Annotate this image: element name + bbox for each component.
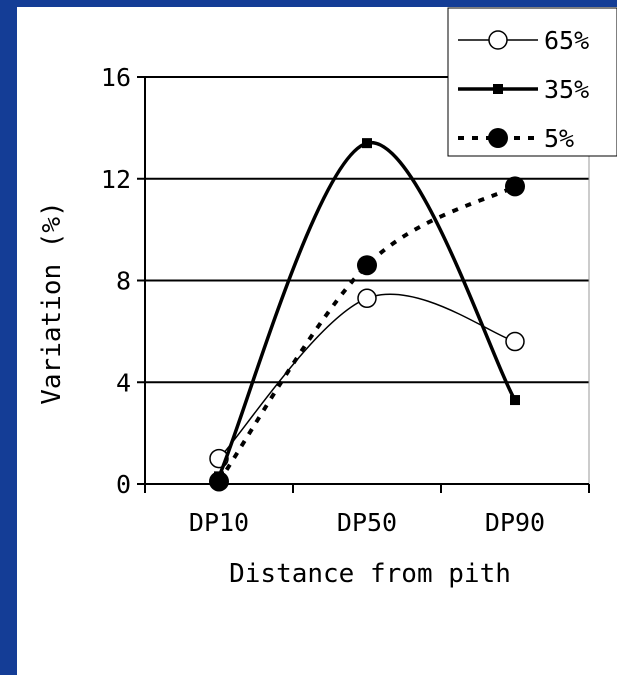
legend-label: 35% <box>544 75 589 104</box>
y-tick-label: 8 <box>116 267 131 296</box>
y-tick-label: 12 <box>101 165 131 194</box>
x-tick-label: DP90 <box>485 508 545 537</box>
legend-label: 5% <box>544 124 574 153</box>
y-axis-label: Variation (%) <box>37 201 67 405</box>
marker-point <box>505 331 525 352</box>
tick-labels: 0 4 8 12 16 DP10 DP50 DP90 <box>101 63 545 537</box>
legend: 65% 35% 5% <box>447 7 617 157</box>
y-tick-label: 0 <box>116 470 131 499</box>
series-line <box>217 184 516 483</box>
marker-point <box>488 30 508 50</box>
series-layer <box>209 138 525 492</box>
frame-top-bar <box>0 0 617 7</box>
series-2 <box>209 176 525 492</box>
series-1 <box>214 138 520 482</box>
series-line <box>218 293 516 460</box>
series-0 <box>209 288 525 469</box>
marker-point <box>357 255 377 276</box>
legend-label: 65% <box>544 26 589 55</box>
legend-entry-2: 5% <box>458 124 574 153</box>
marker-point <box>510 395 520 406</box>
y-tick-label: 4 <box>116 368 131 397</box>
marker-point <box>505 176 525 197</box>
x-tick-label: DP10 <box>189 508 249 537</box>
legend-box <box>447 7 617 157</box>
marker-point <box>357 288 377 309</box>
x-axis-label: Distance from pith <box>229 559 511 589</box>
legend-entry-1: 35% <box>458 75 589 104</box>
marker-point <box>362 138 372 149</box>
frame-left-bar <box>0 0 17 675</box>
marker-point <box>488 128 508 148</box>
y-tick-label: 16 <box>101 63 131 92</box>
marker-point <box>493 84 503 94</box>
marker-point <box>209 471 229 492</box>
series-line <box>217 141 517 478</box>
legend-entry-0: 65% <box>458 26 589 55</box>
x-tick-label: DP50 <box>337 508 397 537</box>
